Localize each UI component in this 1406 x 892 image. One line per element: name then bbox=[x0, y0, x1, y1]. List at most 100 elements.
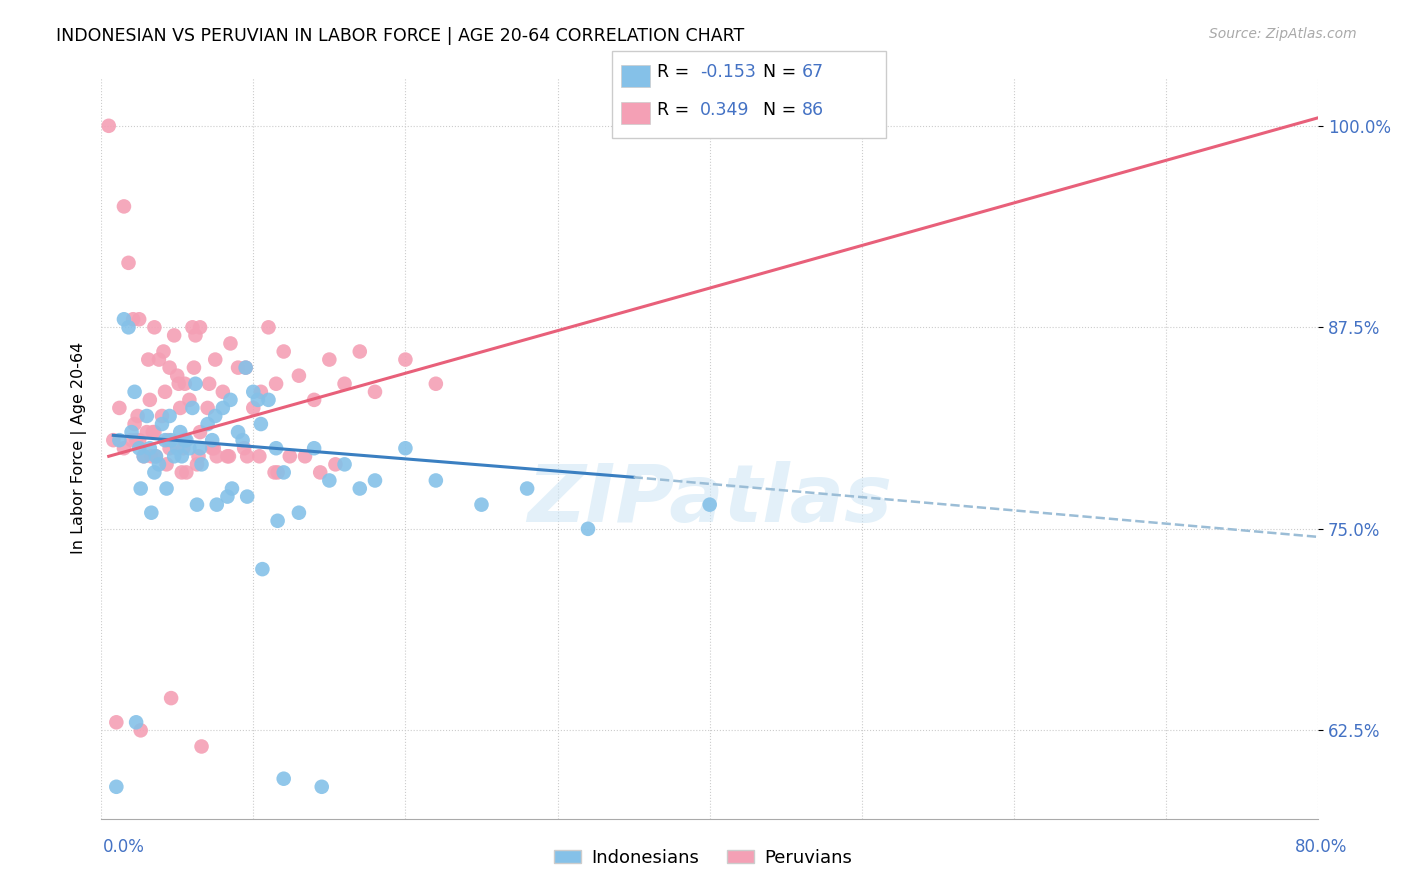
Point bbox=[294, 450, 316, 464]
Point bbox=[309, 466, 332, 480]
Point bbox=[103, 433, 125, 447]
Y-axis label: In Labor Force | Age 20-64: In Labor Force | Age 20-64 bbox=[72, 343, 87, 554]
Point bbox=[105, 715, 128, 730]
Point bbox=[576, 522, 599, 536]
Point bbox=[232, 433, 254, 447]
Point bbox=[170, 450, 193, 464]
Point bbox=[153, 384, 176, 399]
Point bbox=[124, 384, 146, 399]
Point bbox=[139, 442, 162, 456]
Point bbox=[221, 482, 243, 496]
Point bbox=[242, 401, 264, 415]
Point bbox=[148, 352, 170, 367]
Text: R =: R = bbox=[657, 101, 695, 119]
Text: ZIPatlas: ZIPatlas bbox=[527, 461, 893, 539]
Point bbox=[127, 409, 149, 423]
Point bbox=[217, 490, 239, 504]
Point bbox=[236, 490, 259, 504]
Point bbox=[167, 376, 190, 391]
Point bbox=[226, 425, 249, 439]
Point bbox=[160, 691, 183, 706]
Point bbox=[186, 458, 208, 472]
Point bbox=[179, 392, 201, 407]
Point bbox=[226, 360, 249, 375]
Point bbox=[132, 450, 155, 464]
Point bbox=[145, 450, 167, 464]
Point bbox=[257, 320, 280, 334]
Point bbox=[364, 474, 387, 488]
Point bbox=[112, 312, 135, 326]
Point bbox=[202, 442, 225, 456]
Point bbox=[172, 442, 194, 456]
Point bbox=[128, 433, 150, 447]
Point bbox=[153, 433, 176, 447]
Point bbox=[117, 256, 139, 270]
Text: Source: ZipAtlas.com: Source: ZipAtlas.com bbox=[1209, 27, 1357, 41]
Text: R =: R = bbox=[657, 63, 695, 81]
Point bbox=[150, 409, 173, 423]
Point bbox=[145, 450, 167, 464]
Point bbox=[235, 360, 257, 375]
Point bbox=[128, 442, 150, 456]
Point bbox=[163, 328, 186, 343]
Point bbox=[150, 417, 173, 431]
Point bbox=[333, 376, 356, 391]
Point bbox=[349, 482, 371, 496]
Point bbox=[188, 442, 211, 456]
Point bbox=[201, 433, 224, 447]
Point bbox=[217, 450, 239, 464]
Point bbox=[470, 498, 492, 512]
Point bbox=[124, 417, 146, 431]
Point bbox=[128, 312, 150, 326]
Point bbox=[121, 425, 143, 439]
Point bbox=[132, 450, 155, 464]
Point bbox=[288, 368, 311, 383]
Point bbox=[125, 715, 148, 730]
Point bbox=[169, 401, 191, 415]
Point bbox=[264, 376, 287, 391]
Point bbox=[169, 425, 191, 439]
Point bbox=[311, 780, 333, 794]
Point bbox=[159, 409, 181, 423]
Point bbox=[108, 433, 131, 447]
Point bbox=[266, 466, 288, 480]
Text: INDONESIAN VS PERUVIAN IN LABOR FORCE | AGE 20-64 CORRELATION CHART: INDONESIAN VS PERUVIAN IN LABOR FORCE | … bbox=[56, 27, 745, 45]
Point bbox=[425, 474, 447, 488]
Point bbox=[117, 320, 139, 334]
Point bbox=[246, 392, 269, 407]
Point bbox=[190, 739, 212, 754]
Point bbox=[257, 392, 280, 407]
Point bbox=[173, 433, 195, 447]
Text: 67: 67 bbox=[801, 63, 824, 81]
Point bbox=[166, 368, 188, 383]
Point bbox=[302, 392, 325, 407]
Point bbox=[184, 328, 207, 343]
Text: 0.0%: 0.0% bbox=[103, 838, 145, 855]
Point bbox=[236, 450, 259, 464]
Point bbox=[139, 392, 162, 407]
Point bbox=[141, 506, 163, 520]
Point bbox=[204, 352, 226, 367]
Point bbox=[263, 466, 285, 480]
Point bbox=[125, 433, 148, 447]
Point bbox=[186, 498, 208, 512]
Point bbox=[181, 320, 204, 334]
Point bbox=[184, 376, 207, 391]
Point bbox=[516, 482, 538, 496]
Point bbox=[266, 514, 288, 528]
Point bbox=[176, 433, 198, 447]
Point bbox=[205, 498, 228, 512]
Point bbox=[235, 360, 257, 375]
Point bbox=[188, 425, 211, 439]
Point bbox=[219, 392, 242, 407]
Point bbox=[250, 417, 273, 431]
Point bbox=[288, 506, 311, 520]
Legend: Indonesians, Peruvians: Indonesians, Peruvians bbox=[547, 842, 859, 874]
Point bbox=[219, 336, 242, 351]
Point bbox=[141, 450, 163, 464]
Point bbox=[155, 482, 177, 496]
Point bbox=[142, 425, 165, 439]
Point bbox=[157, 433, 180, 447]
Point bbox=[112, 442, 135, 456]
Point bbox=[425, 376, 447, 391]
